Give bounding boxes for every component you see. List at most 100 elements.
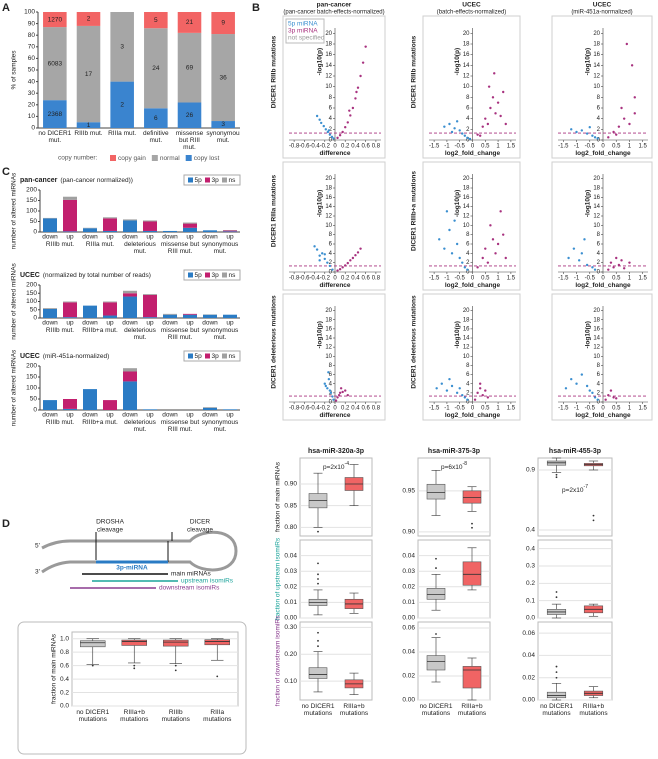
bar-segment [83,389,97,410]
point [617,263,621,267]
x-tick-label: 1 [628,276,632,282]
x-tick-label: -0.4 [309,144,320,150]
y-tick-label: 100 [26,385,37,392]
flier [317,562,319,565]
title: UCEC [20,272,40,279]
track-label: main miRNAs [171,571,211,578]
point [326,261,329,264]
flier [471,526,473,529]
y-tick-label: 18 [593,186,600,192]
legend-swatch [151,155,158,161]
y-tick-label: 12 [463,214,470,220]
flier [471,522,473,525]
x-tick-label: -1.5 [558,144,569,150]
y-tick-label: 14 [463,204,470,210]
p-value-base: p=2x10 [323,464,345,471]
category-label: up [226,412,234,419]
y-tick-label: 2 [597,127,601,133]
x-tick-label: -0.6 [299,144,310,150]
y-tick-label: 10 [593,354,600,360]
bar-segment [183,313,197,315]
group-label: missense but RIII mut. [160,327,200,342]
y-tick-label: 20 [28,102,36,109]
bar-segment [203,314,217,318]
category-label: down [82,412,98,419]
count-label: 3 [221,121,225,128]
point [450,384,454,388]
y-tick-label: 6 [597,242,601,248]
category-label-box: RIIIa mut. [108,130,136,137]
legend-swatch [222,272,227,278]
x-tick-label: 0.8 [372,406,381,412]
bar-segment [183,223,197,228]
y-tick-label: 150 [26,374,37,381]
y-tick-label: 0.3 [526,563,535,570]
x-tick-label: 0.4 [351,144,360,150]
y-tick-label: 14 [325,336,332,342]
legend-swatch [222,177,227,183]
x-tick-label: -1 [444,144,450,150]
legend-swatch [188,177,193,183]
point [315,114,319,118]
y-tick-label: 6 [466,372,470,378]
legend-label: copy gain [118,155,146,162]
legend-swatch [188,272,193,278]
point [458,387,461,390]
point [458,129,461,132]
x-tick-label: -0.8 [289,406,300,412]
plot-frame [551,161,653,291]
chart-title: UCEC [462,2,481,9]
y-tick-label: 0.04 [402,552,415,559]
point [461,261,464,264]
point [458,256,461,260]
y-axis-label: -log10(p) [585,48,592,75]
box [80,640,106,648]
point [443,125,446,128]
drosha-label: DROSHA [96,519,124,526]
y-tick-label: 0.85 [284,502,297,509]
y-axis-label: fraction of main miRNAs [51,633,58,704]
bar-segment [63,317,77,318]
point [461,393,464,397]
y-tick-label: 20 [593,176,600,182]
track-label: downstream isomiRs [159,585,220,592]
x-tick-label: 1.5 [507,144,516,150]
x-tick-label: -0.5 [455,406,466,412]
y-tick-label: 0.00 [402,615,415,622]
title: pan-cancer [20,177,58,184]
bar-segment [43,27,67,101]
flier [317,639,319,642]
group-label-box: synonymous mut. [202,241,239,255]
y-tick-label: 12 [325,214,332,220]
bar-segment [223,314,237,318]
category-label-box: synonymous mut. [206,130,240,144]
group-label-box: RIIIb mut. [46,419,74,426]
flier [555,671,558,674]
point [455,120,459,123]
count-label: 69 [186,64,194,71]
point [615,133,618,136]
category-label: RIIIb mutations [161,709,190,724]
category-label: down [202,320,218,327]
y-tick-label: 0.8 [60,649,69,656]
x-tick-label: 0 [333,144,337,150]
plot-frame [551,15,653,159]
y-tick-label: 0.02 [402,584,415,591]
point [327,377,331,381]
flier [317,578,319,580]
category-label: down [122,412,138,419]
chart-title: UCEC [593,2,612,9]
legend-label: 5p miRNA [288,21,318,28]
y-tick-label: 10 [593,223,600,229]
y-tick-label: 0.2 [60,689,69,696]
point [476,266,479,269]
category-label: up [186,412,194,419]
point [461,132,464,135]
point [487,85,491,88]
x-tick-label: 1 [496,144,500,150]
point [494,252,497,255]
y-axis-label: -log10(p) [454,190,461,217]
bar-segment [183,227,197,232]
point [341,266,344,269]
legend-label: 5p [195,353,203,360]
